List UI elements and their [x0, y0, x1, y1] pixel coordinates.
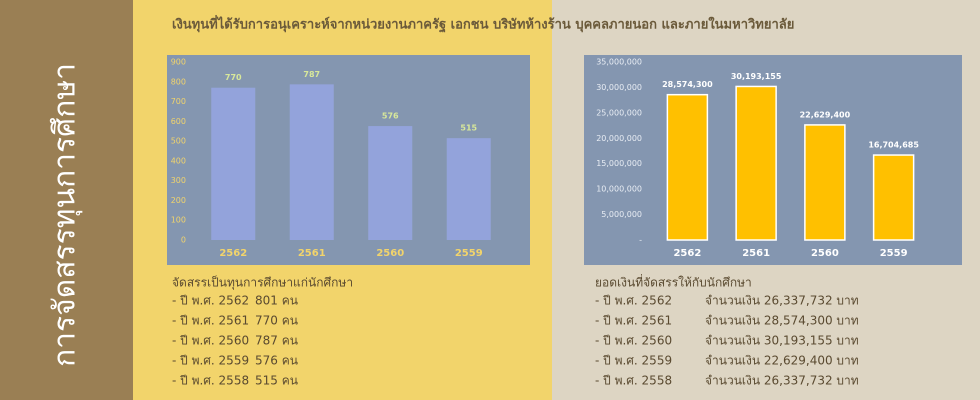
data-label: 787 [303, 70, 320, 79]
heading: เงินทุนที่ได้รับการอนุเคราะห์จากหน่วยงาน… [172, 15, 794, 34]
bar [735, 85, 777, 241]
y-tick-label: 15,000,000 [596, 159, 642, 168]
list-amount: จำนวนเงิน 30,193,155 บาท [705, 334, 859, 348]
bar [211, 87, 256, 240]
list-year: - ปี พ.ศ. 2560 [172, 334, 249, 348]
list-amount: 576 คน [255, 354, 298, 368]
bar [446, 138, 491, 240]
list-title: จัดสรรเป็นทุนการศึกษาแก่นักศึกษา [172, 275, 353, 291]
list-amount: 787 คน [255, 334, 298, 348]
y-tick-label: 400 [171, 156, 186, 165]
y-tick-label: 900 [171, 58, 186, 67]
list-amount: 801 คน [255, 294, 298, 308]
x-tick-label: 2559 [880, 248, 908, 259]
list-amount: จำนวนเงิน 26,337,732 บาท [705, 374, 859, 388]
x-tick-label: 2559 [455, 248, 483, 259]
bar [872, 154, 915, 241]
x-tick-label: 2560 [376, 248, 404, 259]
y-tick-label: 35,000,000 [596, 58, 642, 67]
sidebar [0, 0, 133, 400]
bar [666, 93, 709, 241]
x-tick-label: 2560 [811, 248, 839, 259]
bar [289, 84, 334, 240]
list-year: - ปี พ.ศ. 2562 [595, 294, 672, 308]
data-label: 30,193,155 [731, 72, 782, 81]
x-tick-label: 2562 [673, 248, 701, 259]
list-year: - ปี พ.ศ. 2561 [595, 314, 672, 328]
list-amount: 515 คน [255, 374, 298, 388]
y-tick-label: 5,000,000 [601, 210, 642, 219]
bar [804, 124, 846, 241]
data-label: 515 [460, 124, 477, 133]
data-label: 770 [225, 73, 242, 82]
list-year: - ปี พ.ศ. 2559 [172, 354, 249, 368]
list-year: - ปี พ.ศ. 2562 [172, 294, 249, 308]
list-amount: จำนวนเงิน 28,574,300 บาท [705, 314, 859, 328]
list-amount: จำนวนเงิน 22,629,400 บาท [705, 354, 859, 368]
list-amount: 770 คน [255, 314, 298, 328]
x-tick-label: 2562 [219, 248, 247, 259]
y-tick-label: 100 [171, 216, 186, 225]
data-label: 28,574,300 [662, 80, 713, 89]
list-year: - ปี พ.ศ. 2558 [595, 374, 672, 388]
x-tick-label: 2561 [298, 248, 326, 259]
sidebar-title: การจัดสรรทุนการศึกษา [48, 63, 84, 367]
list-amount: จำนวนเงิน 26,337,732 บาท [705, 294, 859, 308]
y-tick-label: 0 [181, 236, 186, 245]
y-tick-label: 20,000,000 [596, 134, 642, 143]
data-label: 22,629,400 [800, 110, 851, 119]
list-year: - ปี พ.ศ. 2558 [172, 374, 249, 388]
y-tick-label: 500 [171, 137, 186, 146]
y-tick-label: 25,000,000 [596, 108, 642, 117]
y-tick-label: 30,000,000 [596, 83, 642, 92]
data-label: 16,704,685 [868, 141, 919, 150]
list-year: - ปี พ.ศ. 2560 [595, 334, 672, 348]
list-year: - ปี พ.ศ. 2561 [172, 314, 249, 328]
y-tick-label: 700 [171, 97, 186, 106]
y-tick-label: 600 [171, 117, 186, 126]
y-tick-label: - [639, 236, 642, 245]
x-tick-label: 2561 [742, 248, 770, 259]
list-title: ยอดเงินที่จัดสรรให้กับนักศึกษา [595, 274, 752, 290]
bar [368, 126, 413, 240]
y-tick-label: 10,000,000 [596, 185, 642, 194]
data-label: 576 [382, 112, 399, 121]
y-tick-label: 300 [171, 176, 186, 185]
list-year: - ปี พ.ศ. 2559 [595, 354, 672, 368]
y-tick-label: 200 [171, 196, 186, 205]
y-tick-label: 800 [171, 77, 186, 86]
